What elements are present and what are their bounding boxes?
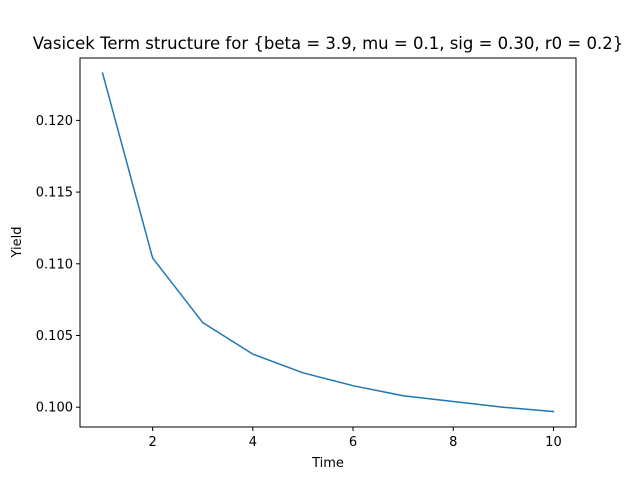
x-tick-label: 10 xyxy=(545,435,562,450)
y-tick-label: 0.110 xyxy=(36,257,73,272)
chart-title: Vasicek Term structure for {beta = 3.9, … xyxy=(33,34,623,53)
y-tick-label: 0.100 xyxy=(36,401,73,416)
plot-area xyxy=(79,57,577,428)
y-tick-label: 0.105 xyxy=(36,329,73,344)
x-tick-label: 4 xyxy=(249,435,257,450)
yield-curve-line xyxy=(101,72,555,413)
plot-frame xyxy=(79,57,577,428)
y-axis: 0.100 0.105 0.110 0.115 0.120 xyxy=(36,114,80,416)
x-tick-label: 6 xyxy=(349,435,357,450)
y-tick-label: 0.120 xyxy=(36,114,73,129)
series-layer xyxy=(101,72,555,413)
x-axis-label: Time xyxy=(311,456,344,471)
y-axis-label: Yield xyxy=(10,227,25,259)
y-tick-label: 0.115 xyxy=(36,186,73,201)
x-axis: 2 4 6 8 10 xyxy=(149,427,562,450)
x-tick-label: 2 xyxy=(149,435,157,450)
x-tick-label: 8 xyxy=(449,435,457,450)
